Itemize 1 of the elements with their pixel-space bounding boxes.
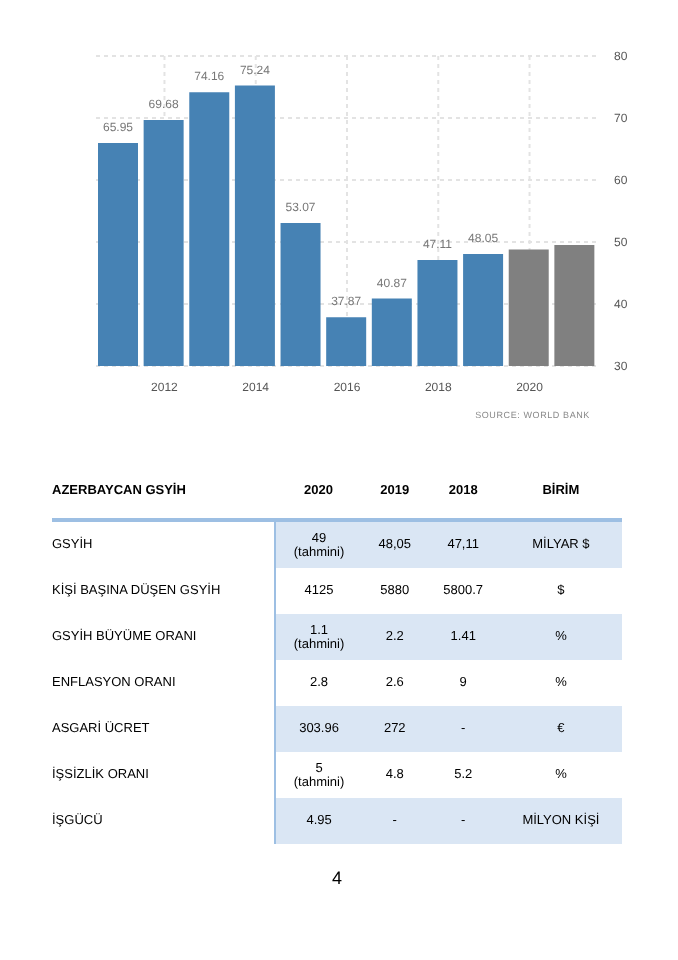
text: 4 xyxy=(329,868,344,888)
